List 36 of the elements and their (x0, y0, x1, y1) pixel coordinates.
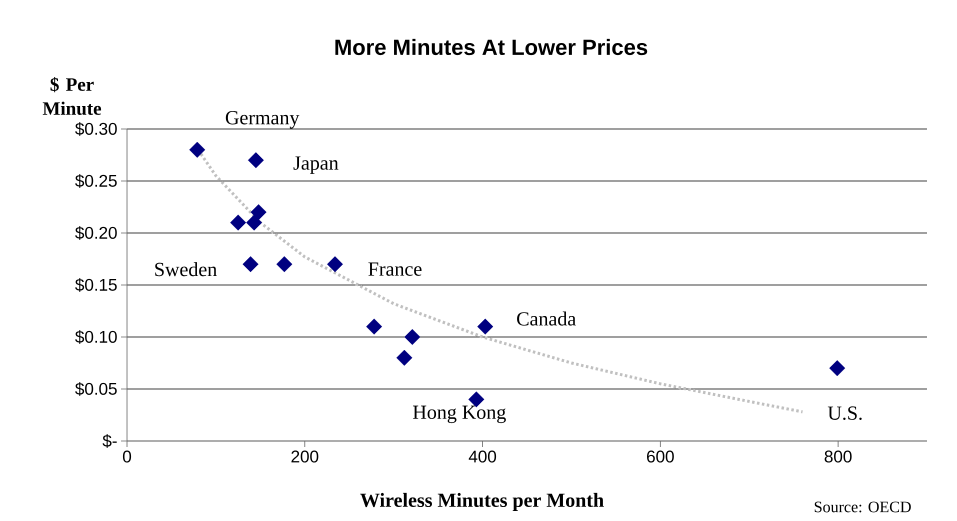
point (242, 256, 259, 272)
x-tick-label: 600 (647, 450, 674, 463)
point (230, 214, 246, 231)
annotation: Canada (517, 312, 576, 326)
point (404, 329, 420, 345)
y-tick-label: $0.20 (75, 226, 117, 240)
point (829, 360, 846, 376)
point (327, 256, 343, 272)
x-tick-label: 400 (468, 450, 496, 463)
point (248, 152, 264, 168)
annotation: Japan (294, 156, 338, 174)
x-tick-label: 800 (824, 450, 852, 463)
annotation: Sweden (155, 262, 217, 276)
y-tick-label: $0.30 (75, 122, 117, 136)
point (477, 318, 494, 335)
annotation: Hong Kong (412, 406, 506, 424)
annotation: U.S. (828, 406, 862, 420)
y-axis-title: $ Per Minute (42, 77, 102, 115)
chart-title: More Minutes At Lower Prices (335, 38, 648, 56)
point (246, 214, 262, 231)
source-note: Source: OECD (814, 502, 911, 512)
point (366, 318, 382, 335)
point (250, 204, 267, 220)
point (189, 142, 206, 158)
point (396, 350, 412, 366)
annotation: Germany (226, 111, 300, 129)
annotation: France (368, 262, 422, 276)
y-tick-label: $0.15 (75, 278, 117, 292)
y-tick-label: $0.25 (75, 174, 117, 188)
point (276, 256, 292, 272)
x-tick-label: 200 (291, 450, 318, 463)
x-tick-label: 0 (122, 450, 132, 463)
y-tick-label: $0.05 (75, 382, 117, 396)
y-tick-label: $0.10 (75, 330, 117, 344)
y-tick-label: $- (102, 434, 117, 448)
x-axis-title: Wireless Minutes per Month (360, 492, 604, 512)
